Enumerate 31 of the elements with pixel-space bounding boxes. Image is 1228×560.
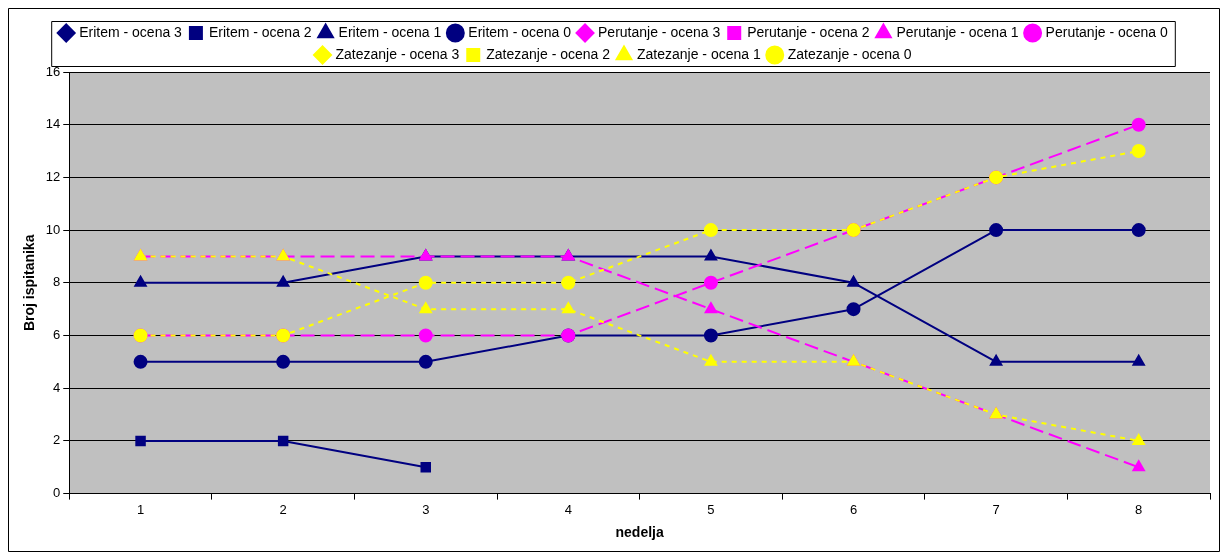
legend-label: Perutanje - ocena 0 xyxy=(1045,23,1169,40)
legend-label: Zatezanje - ocena 1 xyxy=(637,45,761,62)
x-tick-label: 8 xyxy=(1135,501,1143,517)
x-tick-label: 4 xyxy=(564,501,572,517)
x-tick-label: 6 xyxy=(849,501,858,517)
x-tick-label: 2 xyxy=(279,501,287,517)
x-tick-label: 5 xyxy=(707,501,715,517)
legend-label: Perutanje - ocena 3 xyxy=(598,23,721,40)
legend-label: Eritem - ocena 1 xyxy=(338,23,442,40)
x-tick-label: 1 xyxy=(136,501,145,517)
x-tick-label: 3 xyxy=(422,501,430,517)
legend-label: Eritem - ocena 2 xyxy=(208,23,312,40)
x-axis-title: nedelja xyxy=(615,524,664,541)
y-tick-label: 12 xyxy=(45,168,61,184)
legend-label: Perutanje - ocena 1 xyxy=(896,23,1019,40)
y-axis-title: Broj ispitanika xyxy=(21,234,38,332)
legend-label: Eritem - ocena 0 xyxy=(468,23,572,40)
y-tick-label: 6 xyxy=(53,327,61,343)
y-tick-label: 16 xyxy=(45,63,61,79)
x-tick-label: 7 xyxy=(992,501,1000,517)
legend-label: Zatezanje - ocena 2 xyxy=(486,45,611,62)
legend-label: Eritem - ocena 3 xyxy=(79,23,183,40)
y-tick-label: 2 xyxy=(53,432,61,448)
legend-label: Zatezanje - ocena 0 xyxy=(787,45,912,62)
y-tick-label: 8 xyxy=(53,274,61,290)
y-tick-label: 4 xyxy=(53,379,61,395)
y-tick-label: 0 xyxy=(53,485,61,501)
legend-label: Zatezanje - ocena 3 xyxy=(335,45,460,62)
y-tick-label: 14 xyxy=(45,116,61,132)
legend-label: Perutanje - ocena 2 xyxy=(747,23,870,40)
y-tick-label: 10 xyxy=(45,221,61,237)
